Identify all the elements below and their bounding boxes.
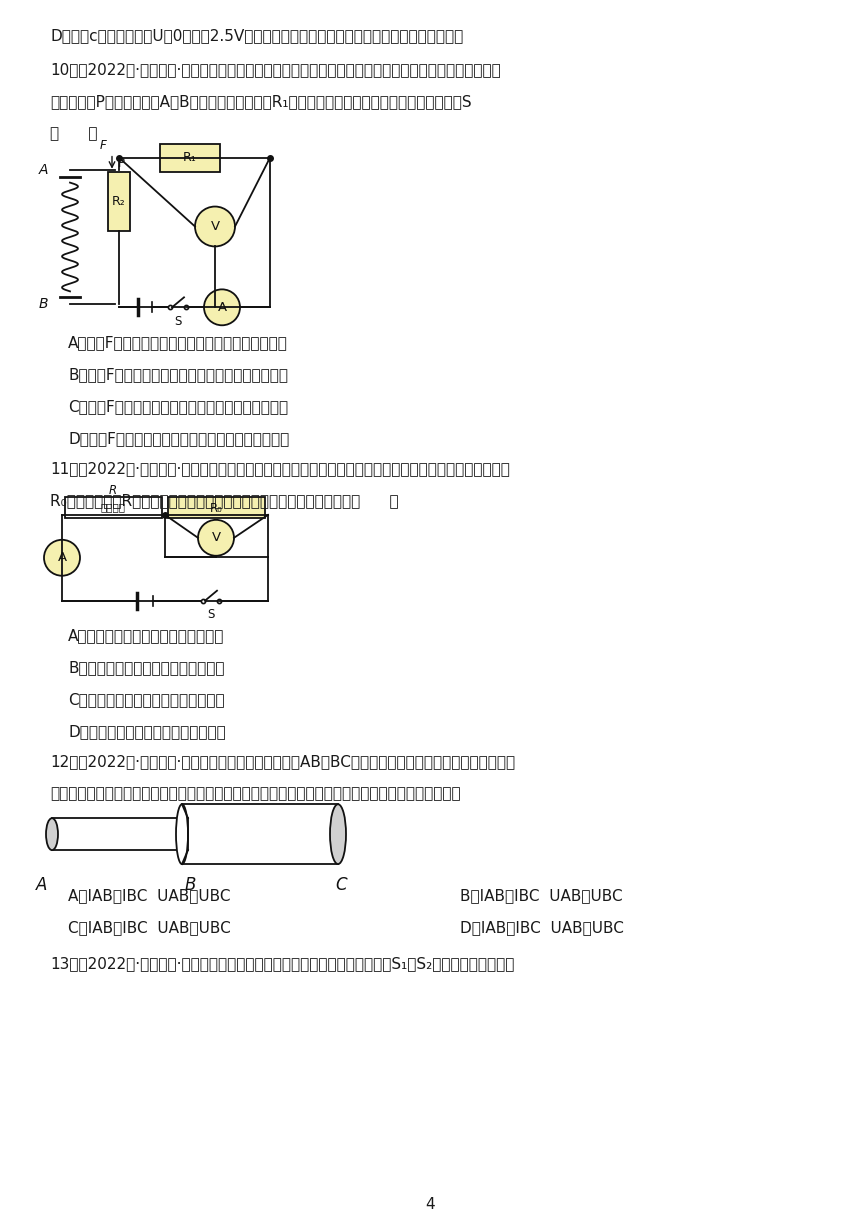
Text: A．IAB＜IBC  UAB＞UBC: A．IAB＜IBC UAB＞UBC [68,888,230,903]
Text: A: A [218,300,226,314]
Text: A．压力F增大时，电流表示数变小、电压表示数变小: A．压力F增大时，电流表示数变小、电压表示数变小 [68,336,288,350]
Text: A: A [39,163,48,176]
Text: A: A [35,876,47,894]
Text: S: S [175,315,181,328]
Text: 12．（2022秋·湖北荆州·九年级统考期末）如图所示，AB和BC是由同种材料制成的长度相同、横截面积: 12．（2022秋·湖北荆州·九年级统考期末）如图所示，AB和BC是由同种材料制… [50,754,515,770]
Text: 11．（2022秋·湖北宜昌·九年级统考期末）如图是一个天然气泄漏检测电路的原理图．电源电压恒定不变，: 11．（2022秋·湖北宜昌·九年级统考期末）如图是一个天然气泄漏检测电路的原理… [50,461,510,475]
Bar [65,497,162,518]
Text: B: B [39,298,48,311]
Text: D．天然气浓度减小、电流表示数变大: D．天然气浓度减小、电流表示数变大 [68,725,225,739]
Text: D．IAB＝IBC  UAB＜UBC: D．IAB＝IBC UAB＜UBC [460,921,624,935]
Text: P: P [118,157,125,170]
Circle shape [44,540,80,575]
Text: B．天然气浓度增大，电流表示数变小: B．天然气浓度增大，电流表示数变小 [68,660,224,676]
Text: C．天然气浓度减小，电压表示数变小: C．天然气浓度减小，电压表示数变小 [68,692,224,708]
Text: B．IAB＝IBC  UAB＞UBC: B．IAB＝IBC UAB＞UBC [460,888,623,903]
Bar [160,143,220,171]
Text: R: R [109,484,117,497]
Bar [182,804,338,865]
Text: S: S [207,608,215,621]
Text: 阻器的滑片P固定在一起，A、B间有可收缩的导线，R₁为定值电阻，电源电压保持不变．闭合开关S: 阻器的滑片P固定在一起，A、B间有可收缩的导线，R₁为定值电阻，电源电压保持不变… [50,94,471,108]
Text: R₂: R₂ [112,195,126,208]
Text: D．压力F减小时，电压表示数跟电流表示数之比变大: D．压力F减小时，电压表示数跟电流表示数之比变大 [68,430,289,446]
Text: A．天然气浓度增大，电压表示数变小: A．天然气浓度增大，电压表示数变小 [68,629,224,643]
Text: A: A [58,551,66,564]
Text: B: B [184,876,196,894]
Text: 4: 4 [425,1198,435,1212]
Text: V: V [212,531,220,545]
Text: F: F [100,139,107,152]
Ellipse shape [330,804,346,865]
Text: D．图（c）中，在电压U从0增大到2.5V的过程中，通过甲、乙两电阻的电流之差先变大后变小: D．图（c）中，在电压U从0增大到2.5V的过程中，通过甲、乙两电阻的电流之差先… [50,28,464,43]
Ellipse shape [46,818,58,850]
Text: C．IAB＜IBC  UAB＜UBC: C．IAB＜IBC UAB＜UBC [68,921,230,935]
Text: 13．（2022秋·湖北鄂州·九年级统考期末）如图所示，电源电压恒定．当开关S₁、S₂闭合，甲、乙两表为: 13．（2022秋·湖北鄂州·九年级统考期末）如图所示，电源电压恒定．当开关S₁… [50,956,514,970]
Ellipse shape [176,804,188,865]
Text: R₁: R₁ [183,151,197,164]
Bar [168,497,265,518]
Text: V: V [211,220,219,233]
Text: （      ）: （ ） [50,125,97,141]
Text: C: C [335,876,347,894]
Bar [52,818,188,850]
Circle shape [204,289,240,326]
Text: R₀为定值电阻，R为气敏电阻（其阻值随天然气浓度的增大而减小），则（      ）: R₀为定值电阻，R为气敏电阻（其阻值随天然气浓度的增大而减小），则（ ） [50,492,399,508]
Text: B．压力F减小时，电流表示数变小，电压表示数变小: B．压力F减小时，电流表示数变小，电压表示数变小 [68,367,288,382]
Text: 不同的两段导体，将它们串联后接入电路中．比较这两段导体两端的电压及通过它们的电流的大小，有: 不同的两段导体，将它们串联后接入电路中．比较这两段导体两端的电压及通过它们的电流… [50,787,461,801]
Text: 气敏电阻: 气敏电阻 [101,502,126,512]
Circle shape [195,207,235,247]
Circle shape [198,520,234,556]
Text: 10．（2022秋·湖北鄂州·九年级统考期末）如图所示是某种压力传感器的原理图，其中弹簧上端和滑动变: 10．（2022秋·湖北鄂州·九年级统考期末）如图所示是某种压力传感器的原理图，… [50,62,501,77]
Text: C．压力F增大时，电压表示数跟电流表示数乘积不变: C．压力F增大时，电压表示数跟电流表示数乘积不变 [68,399,288,415]
Text: R₀: R₀ [210,502,223,516]
Bar [108,171,130,231]
